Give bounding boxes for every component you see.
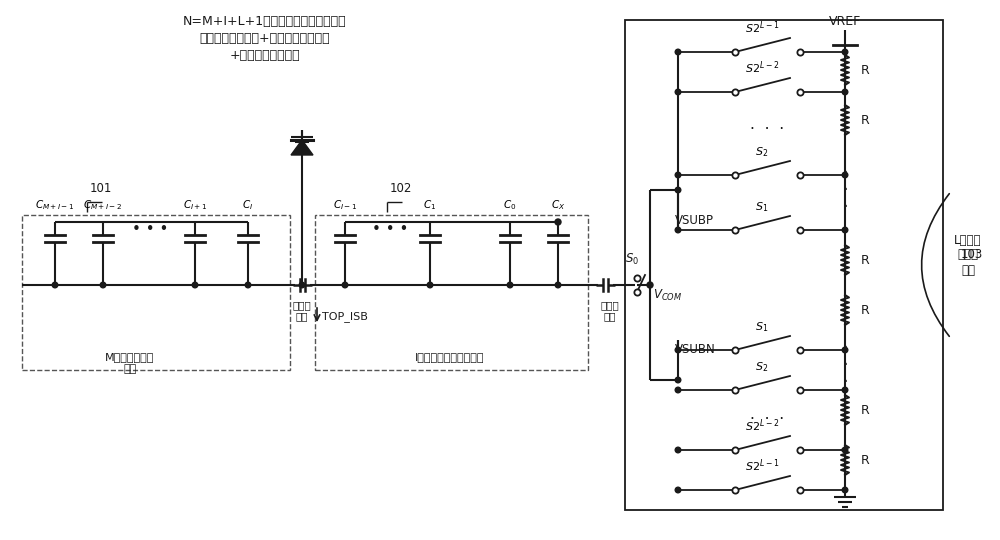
- Text: ·
·
·: · · ·: [842, 340, 848, 390]
- Circle shape: [555, 219, 561, 225]
- Text: +第三位段电阻阵列: +第三位段电阻阵列: [230, 49, 300, 62]
- Circle shape: [842, 487, 848, 493]
- Text: R: R: [861, 403, 870, 416]
- Text: $S_2$: $S_2$: [755, 145, 769, 159]
- Text: 103: 103: [961, 248, 983, 261]
- Circle shape: [192, 282, 198, 288]
- Circle shape: [427, 282, 433, 288]
- Circle shape: [842, 347, 848, 353]
- Polygon shape: [291, 140, 313, 155]
- Circle shape: [555, 282, 561, 288]
- Text: R: R: [861, 303, 870, 316]
- Text: VSUBN: VSUBN: [675, 343, 716, 356]
- Circle shape: [675, 172, 681, 178]
- Text: $S2^{L-2}$: $S2^{L-2}$: [745, 59, 779, 76]
- Circle shape: [842, 49, 848, 55]
- Text: $S_2$: $S_2$: [755, 360, 769, 374]
- Text: $V_{COM}$: $V_{COM}$: [653, 288, 682, 303]
- Circle shape: [675, 347, 681, 353]
- Text: 第一桥
电容: 第一桥 电容: [293, 300, 311, 322]
- Circle shape: [842, 387, 848, 393]
- Circle shape: [842, 227, 848, 233]
- Circle shape: [675, 89, 681, 95]
- Text: R: R: [861, 253, 870, 267]
- Text: $S_1$: $S_1$: [755, 200, 769, 214]
- Text: $C_{I+1}$: $C_{I+1}$: [183, 198, 207, 212]
- Text: 102: 102: [390, 182, 412, 195]
- Text: R: R: [861, 113, 870, 126]
- Circle shape: [842, 89, 848, 95]
- Text: M比特第一电容
阵列: M比特第一电容 阵列: [105, 352, 155, 374]
- Text: R: R: [861, 454, 870, 467]
- Text: ·
·
·: · · ·: [842, 164, 848, 215]
- Circle shape: [675, 187, 681, 193]
- Text: ·  ·  ·: · · ·: [750, 413, 784, 428]
- Text: $S_0$: $S_0$: [625, 252, 639, 267]
- Text: 第一位段电容阵列+第二位段电容阵列: 第一位段电容阵列+第二位段电容阵列: [200, 32, 330, 45]
- Text: L比特第
三电阻
阵列: L比特第 三电阻 阵列: [954, 233, 982, 276]
- Text: $C_{I}$: $C_{I}$: [242, 198, 254, 212]
- Text: $S2^{L-1}$: $S2^{L-1}$: [745, 457, 779, 474]
- Circle shape: [675, 49, 681, 55]
- Text: VREF: VREF: [829, 15, 861, 28]
- Text: $C_{M+I-1}$: $C_{M+I-1}$: [35, 198, 75, 212]
- Circle shape: [299, 282, 305, 288]
- Text: • • •: • • •: [372, 222, 408, 238]
- Circle shape: [52, 282, 58, 288]
- Text: $S2^{L-1}$: $S2^{L-1}$: [745, 19, 779, 36]
- Text: $S2^{L-2}$: $S2^{L-2}$: [745, 417, 779, 434]
- Text: 第二桥
电容: 第二桥 电容: [601, 300, 619, 322]
- Circle shape: [675, 227, 681, 233]
- Circle shape: [100, 282, 106, 288]
- Text: I比特第二位段电容阵列: I比特第二位段电容阵列: [415, 352, 485, 362]
- Circle shape: [842, 172, 848, 178]
- Text: $C_{0}$: $C_{0}$: [503, 198, 517, 212]
- Text: ·  ·  ·: · · ·: [750, 123, 784, 138]
- Circle shape: [675, 377, 681, 383]
- Text: 101: 101: [90, 182, 112, 195]
- Circle shape: [342, 282, 348, 288]
- Text: TOP_ISB: TOP_ISB: [322, 312, 368, 322]
- Text: $S_1$: $S_1$: [755, 320, 769, 334]
- Circle shape: [675, 387, 681, 393]
- Text: VSUBP: VSUBP: [675, 214, 714, 227]
- Text: $C_{1}$: $C_{1}$: [423, 198, 437, 212]
- Circle shape: [647, 282, 653, 288]
- Text: • • •: • • •: [132, 222, 168, 238]
- Text: $C_{I-1}$: $C_{I-1}$: [333, 198, 357, 212]
- Text: N=M+I+L+1比特逐次逼近模数转换器: N=M+I+L+1比特逐次逼近模数转换器: [183, 15, 347, 28]
- Circle shape: [245, 282, 251, 288]
- Circle shape: [842, 447, 848, 453]
- Text: $C_{X}$: $C_{X}$: [551, 198, 565, 212]
- Circle shape: [675, 447, 681, 453]
- Text: $C_{M+I-2}$: $C_{M+I-2}$: [83, 198, 123, 212]
- Circle shape: [675, 487, 681, 493]
- Text: R: R: [861, 64, 870, 77]
- Circle shape: [507, 282, 513, 288]
